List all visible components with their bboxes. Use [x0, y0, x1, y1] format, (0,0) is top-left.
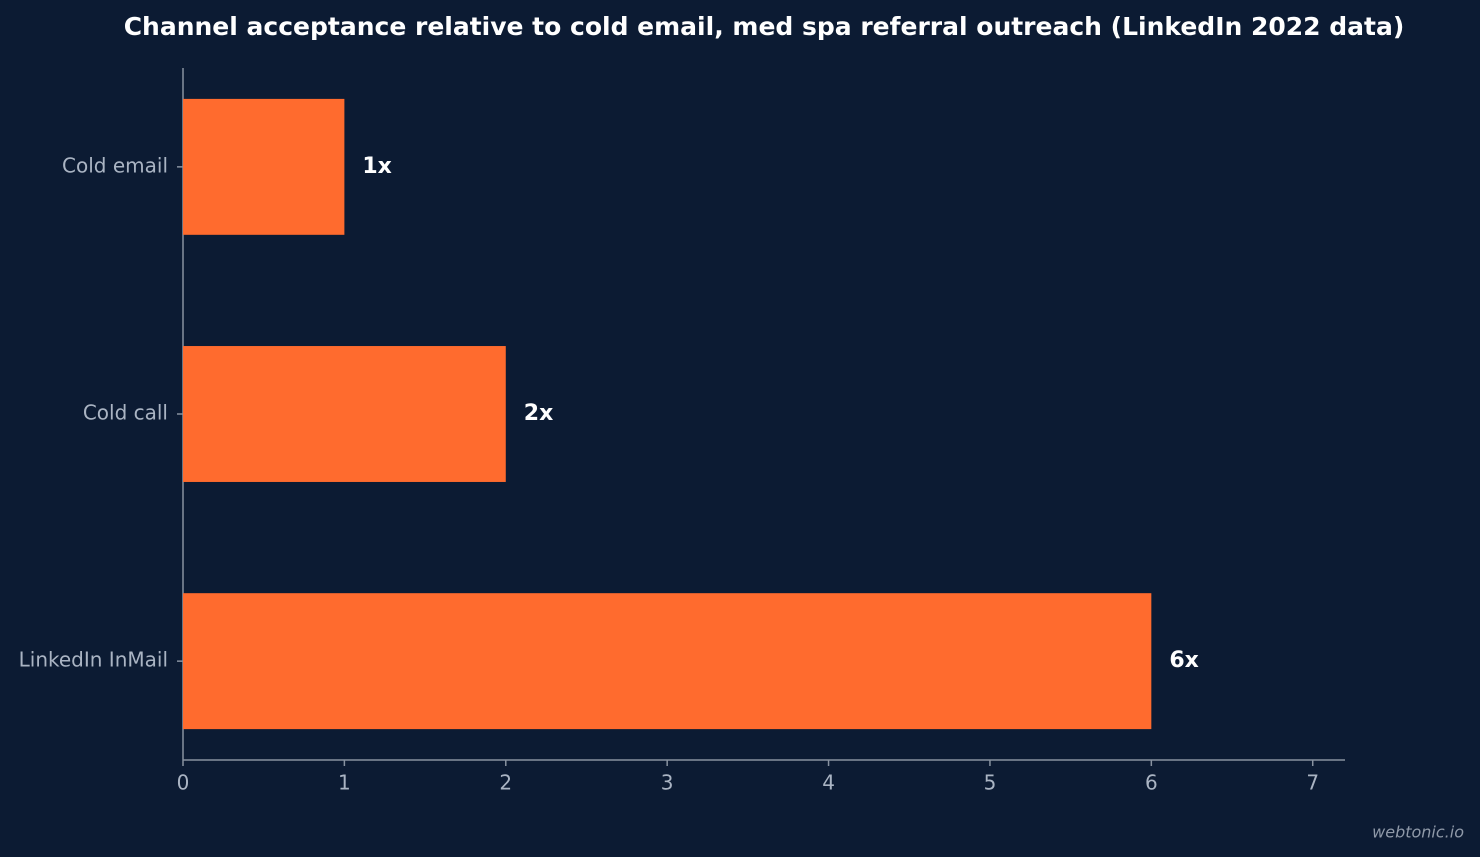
x-tick-label: 3	[661, 771, 674, 795]
x-tick-label: 6	[1145, 771, 1158, 795]
bar	[183, 98, 345, 235]
value-label: 1x	[362, 154, 392, 179]
x-tick-label: 2	[499, 771, 512, 795]
value-label: 6x	[1169, 648, 1199, 673]
bar	[183, 593, 1152, 730]
value-label: 2x	[524, 401, 554, 426]
x-tick-label: 0	[177, 771, 190, 795]
x-tick-label: 7	[1306, 771, 1319, 795]
bar	[183, 346, 506, 482]
x-tick-label: 1	[338, 771, 351, 795]
y-tick-label: Cold email	[62, 153, 168, 177]
watermark: webtonic.io	[1372, 823, 1464, 842]
y-tick-label: LinkedIn InMail	[19, 648, 168, 672]
x-tick-label: 4	[822, 771, 835, 795]
x-tick-label: 5	[984, 771, 997, 795]
chart-title: Channel acceptance relative to cold emai…	[124, 12, 1405, 41]
y-tick-label: Cold call	[83, 401, 168, 425]
